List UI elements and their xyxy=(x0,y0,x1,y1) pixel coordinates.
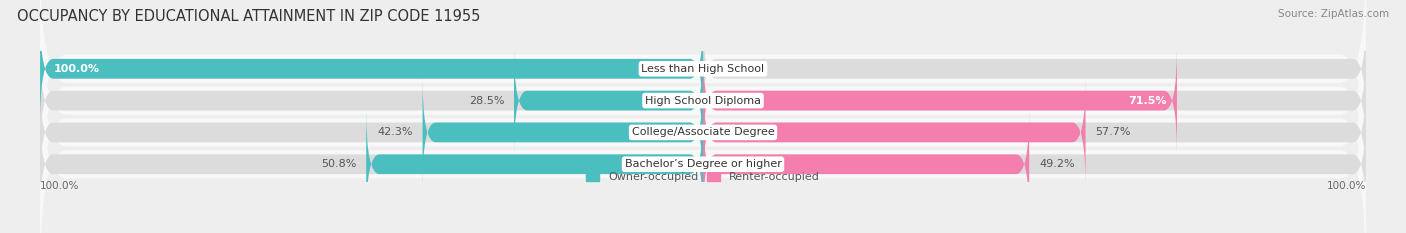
Text: 100.0%: 100.0% xyxy=(41,181,80,191)
Text: 28.5%: 28.5% xyxy=(468,96,505,106)
FancyBboxPatch shape xyxy=(703,47,1177,154)
FancyBboxPatch shape xyxy=(41,79,703,186)
Text: Bachelor’s Degree or higher: Bachelor’s Degree or higher xyxy=(624,159,782,169)
FancyBboxPatch shape xyxy=(703,110,1029,218)
Text: 49.2%: 49.2% xyxy=(1039,159,1074,169)
Text: College/Associate Degree: College/Associate Degree xyxy=(631,127,775,137)
Text: 42.3%: 42.3% xyxy=(377,127,413,137)
FancyBboxPatch shape xyxy=(703,79,1365,186)
Text: Source: ZipAtlas.com: Source: ZipAtlas.com xyxy=(1278,9,1389,19)
FancyBboxPatch shape xyxy=(39,51,1367,233)
FancyBboxPatch shape xyxy=(41,15,703,123)
Text: 50.8%: 50.8% xyxy=(321,159,356,169)
Text: Less than High School: Less than High School xyxy=(641,64,765,74)
Text: 71.5%: 71.5% xyxy=(1129,96,1167,106)
FancyBboxPatch shape xyxy=(39,0,1367,182)
FancyBboxPatch shape xyxy=(515,47,703,154)
Text: 57.7%: 57.7% xyxy=(1095,127,1130,137)
Text: 0.0%: 0.0% xyxy=(713,64,741,74)
FancyBboxPatch shape xyxy=(423,79,703,186)
FancyBboxPatch shape xyxy=(703,79,1085,186)
Legend: Owner-occupied, Renter-occupied: Owner-occupied, Renter-occupied xyxy=(581,167,825,187)
Text: 100.0%: 100.0% xyxy=(1326,181,1365,191)
FancyBboxPatch shape xyxy=(366,110,703,218)
Text: OCCUPANCY BY EDUCATIONAL ATTAINMENT IN ZIP CODE 11955: OCCUPANCY BY EDUCATIONAL ATTAINMENT IN Z… xyxy=(17,9,481,24)
Text: High School Diploma: High School Diploma xyxy=(645,96,761,106)
FancyBboxPatch shape xyxy=(41,47,703,154)
FancyBboxPatch shape xyxy=(703,110,1365,218)
FancyBboxPatch shape xyxy=(41,110,703,218)
FancyBboxPatch shape xyxy=(39,0,1367,214)
FancyBboxPatch shape xyxy=(41,15,703,123)
FancyBboxPatch shape xyxy=(703,47,1365,154)
FancyBboxPatch shape xyxy=(703,15,1365,123)
Text: 100.0%: 100.0% xyxy=(53,64,100,74)
FancyBboxPatch shape xyxy=(39,19,1367,233)
